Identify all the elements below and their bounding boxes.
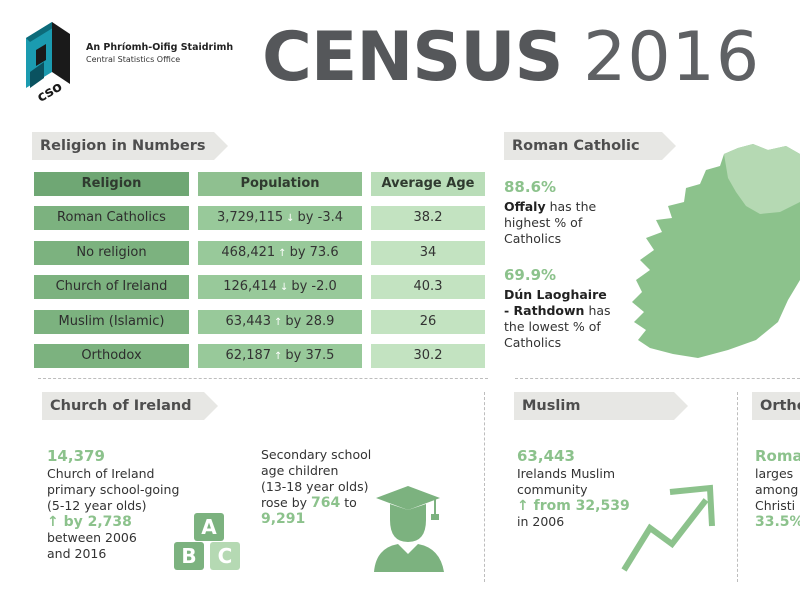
change-arrow-icon: ↑ [274, 351, 283, 362]
rc-highest-pct: 88.6% [504, 178, 557, 196]
rc-highest-county: Offaly [504, 199, 546, 214]
page-title: CENSUS 2016 [262, 20, 760, 96]
change-arrow-icon: ↓ [279, 282, 289, 293]
coi-secondary-stat: Secondary school age children (13-18 yea… [261, 447, 372, 527]
cso-logo: cso [26, 22, 70, 102]
table-cell-average-age: 34 [371, 240, 485, 265]
table-cell-average-age: 40.3 [371, 275, 485, 299]
muslim-number: 63,443 [517, 447, 575, 465]
rc-highest-stat: 88.6% Offaly has the highest % of Cathol… [504, 178, 597, 246]
table-cell-average-age: 30.2 [371, 344, 485, 368]
ireland-map-icon [632, 144, 800, 358]
muslim-increase: ↑ from 32,539 [517, 498, 630, 514]
table-cell-religion: No religion [34, 240, 189, 265]
title-year: 2016 [583, 18, 761, 97]
table-cell-population: 3,729,115 ↓ by -3.4 [198, 206, 362, 230]
logo-text: cso [34, 78, 65, 102]
rc-lowest-county: Dún Laoghaire [504, 287, 607, 302]
table-cell-average-age: 26 [371, 309, 485, 334]
section-orthodox: Ortho [752, 392, 800, 420]
title-census: CENSUS [262, 18, 563, 97]
table-header-religion: Religion [34, 172, 189, 196]
section-church-of-ireland: Church of Ireland [42, 392, 218, 420]
table-cell-population: 63,443 ↑ by 28.9 [198, 309, 362, 334]
table-cell-religion: Orthodox [34, 344, 189, 368]
rc-lowest-pct: 69.9% [504, 266, 557, 284]
table-header-average-age: Average Age [371, 172, 485, 196]
rc-lowest-stat: 69.9% Dún Laoghaire - Rathdown has the l… [504, 266, 611, 350]
table-cell-religion: Roman Catholics [34, 206, 189, 230]
table-cell-population: 126,414 ↓ by -2.0 [198, 275, 362, 299]
table-header-population: Population [198, 172, 362, 196]
table-cell-population: 468,421 ↑ by 73.6 [198, 240, 362, 265]
change-arrow-icon: ↑ [278, 247, 287, 259]
divider-horizontal [38, 378, 488, 379]
section-muslim: Muslim [514, 392, 688, 420]
org-name-gaelic: An Phríomh-Oifig Staidrimh [86, 42, 234, 53]
table-cell-average-age: 38.2 [371, 206, 485, 230]
divider-vertical-2 [737, 392, 738, 582]
coi-primary-increase: ↑ by 2,738 [47, 514, 132, 530]
abc-block-b: B [174, 542, 204, 570]
coi-primary-number: 14,379 [47, 447, 105, 465]
coi-secondary-total: 9,291 [261, 511, 306, 527]
muslim-stat: 63,443 Irelands Muslim community ↑ from … [517, 447, 630, 529]
abc-block-c: C [210, 542, 240, 570]
table-cell-population: 62,187 ↑ by 37.5 [198, 344, 362, 368]
graduate-icon [374, 486, 444, 572]
table-cell-religion: Church of Ireland [34, 275, 189, 299]
org-name-english: Central Statistics Office [86, 55, 181, 64]
section-roman-catholic: Roman Catholic [504, 132, 676, 160]
orthodox-stat: Roma larges among Christi 33.5% [755, 447, 800, 530]
section-religion-in-numbers: Religion in Numbers [32, 132, 228, 160]
table-cell-religion: Muslim (Islamic) [34, 309, 189, 334]
divider-horizontal-right [515, 378, 800, 379]
rising-trend-arrow-icon [621, 484, 715, 572]
change-arrow-icon: ↓ [286, 213, 295, 224]
coi-primary-stat: 14,379 Church of Ireland primary school-… [47, 447, 180, 561]
divider-vertical-1 [484, 392, 485, 582]
change-arrow-icon: ↑ [274, 316, 283, 328]
abc-block-a: A [194, 513, 224, 541]
